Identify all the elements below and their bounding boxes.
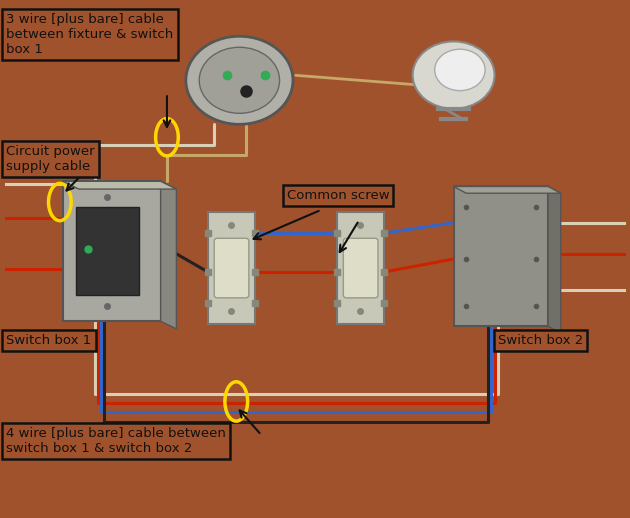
FancyBboxPatch shape <box>214 238 249 298</box>
Text: Switch box 2: Switch box 2 <box>498 334 583 347</box>
FancyBboxPatch shape <box>63 181 161 321</box>
FancyBboxPatch shape <box>343 238 378 298</box>
FancyBboxPatch shape <box>337 212 384 324</box>
Text: Switch box 1: Switch box 1 <box>6 334 91 347</box>
Polygon shape <box>454 186 561 193</box>
Polygon shape <box>548 186 561 333</box>
Text: Common screw: Common screw <box>287 189 389 202</box>
Polygon shape <box>63 181 176 189</box>
Circle shape <box>413 41 495 109</box>
Circle shape <box>199 47 280 113</box>
FancyBboxPatch shape <box>454 186 548 326</box>
Circle shape <box>186 36 293 124</box>
FancyBboxPatch shape <box>208 212 255 324</box>
FancyBboxPatch shape <box>76 207 139 295</box>
Circle shape <box>435 49 485 91</box>
Text: 3 wire [plus bare] cable
between fixture & switch
box 1: 3 wire [plus bare] cable between fixture… <box>6 13 173 56</box>
Polygon shape <box>161 181 176 329</box>
Text: 4 wire [plus bare] cable between
switch box 1 & switch box 2: 4 wire [plus bare] cable between switch … <box>6 427 226 455</box>
Text: Circuit power
supply cable: Circuit power supply cable <box>6 145 95 173</box>
